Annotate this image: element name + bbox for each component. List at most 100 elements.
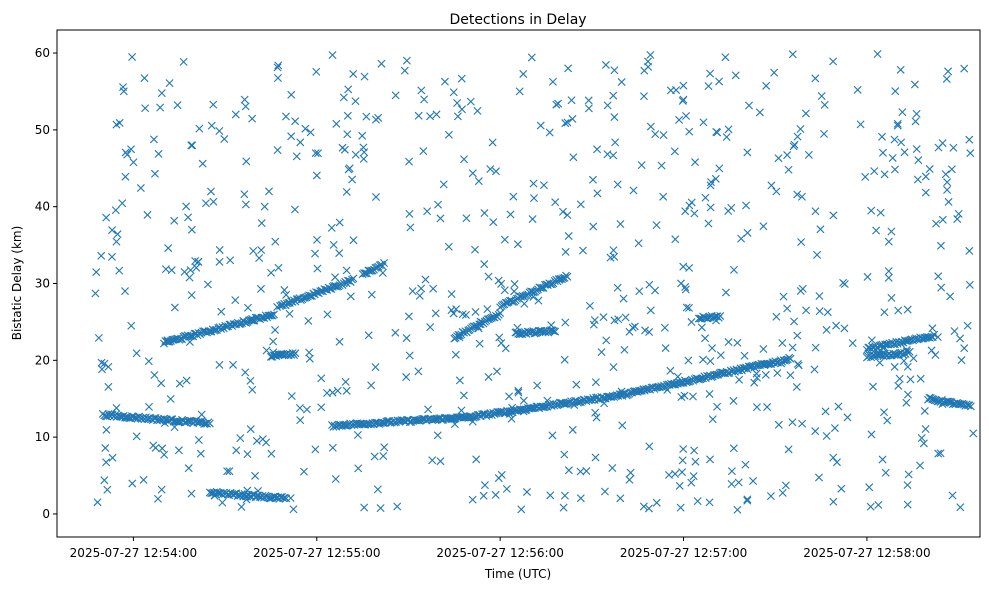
data-point xyxy=(103,412,112,421)
data-point xyxy=(404,312,413,321)
data-point xyxy=(260,313,269,322)
data-point xyxy=(91,289,100,298)
data-point xyxy=(960,344,969,353)
data-point xyxy=(599,313,608,322)
data-point xyxy=(549,327,558,336)
data-point xyxy=(447,290,456,299)
x-tick-label: 2025-07-27 12:56:00 xyxy=(436,546,563,560)
data-point xyxy=(894,306,903,315)
y-axis-label: Bistatic Delay (km) xyxy=(10,226,24,341)
data-point xyxy=(194,436,203,445)
data-point xyxy=(157,89,166,98)
data-point xyxy=(763,403,772,412)
data-point xyxy=(701,334,710,343)
data-point xyxy=(367,290,376,299)
data-point xyxy=(451,350,460,359)
data-point xyxy=(188,141,197,150)
data-point xyxy=(301,124,310,133)
data-point xyxy=(311,249,320,258)
data-point xyxy=(471,307,480,316)
data-point xyxy=(121,172,130,181)
data-point xyxy=(97,358,106,367)
data-point xyxy=(341,377,350,386)
data-point xyxy=(433,431,442,440)
data-point xyxy=(956,503,965,512)
data-point xyxy=(115,118,124,127)
data-point xyxy=(429,284,438,293)
data-point xyxy=(575,398,584,407)
data-point xyxy=(187,225,196,234)
data-point xyxy=(905,347,914,356)
data-point xyxy=(187,291,196,300)
data-point xyxy=(690,446,699,455)
data-point xyxy=(271,237,280,246)
data-point xyxy=(928,333,937,342)
data-point xyxy=(706,455,715,464)
data-point xyxy=(333,386,342,395)
data-point xyxy=(788,343,797,352)
data-point xyxy=(462,214,471,223)
data-point xyxy=(774,154,783,163)
data-point xyxy=(600,487,609,496)
data-point xyxy=(484,272,493,281)
data-point xyxy=(796,125,805,133)
data-point xyxy=(489,218,498,227)
data-point xyxy=(903,500,912,509)
data-point xyxy=(527,53,536,62)
data-point xyxy=(880,408,889,417)
x-axis-label: Time (UTC) xyxy=(484,567,551,581)
data-point xyxy=(797,238,806,247)
data-point xyxy=(793,331,802,340)
data-point xyxy=(209,100,218,109)
data-point xyxy=(289,505,298,514)
data-point xyxy=(423,207,432,216)
data-point xyxy=(343,111,352,120)
data-point xyxy=(457,74,466,83)
data-point xyxy=(232,446,241,455)
data-point xyxy=(616,220,625,228)
data-point xyxy=(699,118,708,127)
data-point xyxy=(914,156,923,165)
data-point xyxy=(965,135,974,144)
data-point xyxy=(609,151,618,160)
data-point xyxy=(436,457,445,466)
data-point xyxy=(936,449,945,458)
data-point xyxy=(743,148,752,157)
data-point xyxy=(896,65,905,74)
data-point xyxy=(296,138,305,147)
data-point xyxy=(528,404,537,413)
data-point xyxy=(944,197,953,206)
data-point xyxy=(874,500,883,509)
data-point xyxy=(157,379,166,388)
data-point xyxy=(573,398,582,407)
data-point xyxy=(867,336,876,345)
data-point xyxy=(830,424,839,433)
data-point xyxy=(519,69,528,78)
data-point xyxy=(681,285,690,294)
data-point xyxy=(331,273,340,282)
data-point xyxy=(713,402,722,411)
data-point xyxy=(917,434,926,442)
data-point xyxy=(564,232,573,241)
data-point xyxy=(377,59,386,68)
data-point xyxy=(187,489,196,498)
data-point xyxy=(706,203,715,212)
data-point xyxy=(912,145,921,154)
data-point xyxy=(484,372,493,381)
data-point xyxy=(237,490,246,499)
data-point xyxy=(546,280,555,289)
data-point xyxy=(609,91,618,100)
data-point xyxy=(715,164,724,173)
data-point xyxy=(287,392,296,401)
data-point xyxy=(629,186,638,195)
data-point xyxy=(834,402,843,411)
data-point xyxy=(170,216,179,225)
data-point xyxy=(454,330,463,339)
data-point xyxy=(372,193,380,201)
data-point xyxy=(316,287,325,296)
data-point xyxy=(793,132,802,141)
data-point xyxy=(727,479,736,488)
data-point xyxy=(903,362,912,371)
data-point xyxy=(501,409,510,418)
data-point xyxy=(491,490,500,499)
